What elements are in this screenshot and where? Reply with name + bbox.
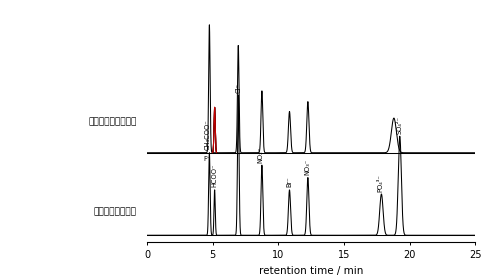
Text: HCOO⁻: HCOO⁻ [212, 164, 218, 187]
Text: SO₄²⁻: SO₄²⁻ [396, 116, 402, 134]
Text: PO₄³⁻: PO₄³⁻ [377, 174, 383, 192]
Text: 古い標準原液で調製: 古い標準原液で調製 [88, 117, 137, 126]
Text: NO₃⁻: NO₃⁻ [304, 159, 310, 175]
Text: Cl⁻: Cl⁻ [235, 83, 241, 93]
Text: Br⁻: Br⁻ [287, 177, 293, 187]
Text: F⁻: F⁻ [203, 156, 210, 162]
Text: 標準原液を再調製: 標準原液を再調製 [94, 208, 137, 217]
Text: CH₃COO⁻: CH₃COO⁻ [205, 120, 211, 150]
X-axis label: retention time / min: retention time / min [259, 266, 364, 276]
Text: NO₂⁻: NO₂⁻ [258, 146, 264, 163]
